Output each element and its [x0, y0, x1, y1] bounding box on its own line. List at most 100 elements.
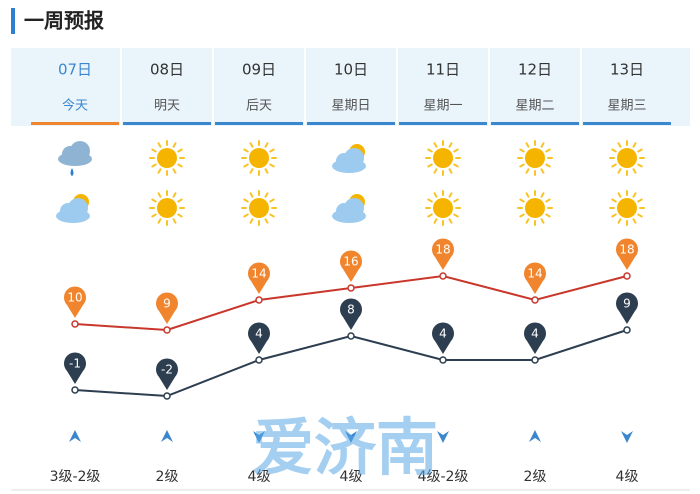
temperature-point	[347, 332, 355, 340]
day-underline	[123, 122, 211, 125]
sun-ray	[611, 213, 617, 218]
sun-ray	[617, 142, 622, 148]
sun-icon	[517, 190, 553, 226]
sun-ray	[545, 198, 551, 203]
wind-level: 2级	[524, 469, 547, 485]
sun-ray	[540, 218, 545, 224]
sun-ray	[269, 198, 275, 203]
sun-ray	[637, 148, 643, 153]
title-bar	[11, 8, 15, 34]
sun-ray	[637, 163, 643, 168]
sun-ray	[177, 198, 183, 203]
sun-ray	[519, 198, 525, 203]
wind-level: 4级	[248, 469, 271, 485]
sun-ray	[269, 163, 275, 168]
day-underline	[31, 122, 119, 125]
wind-level: 4级	[340, 469, 363, 485]
temperature-point	[71, 386, 79, 394]
temperature-label: 8	[347, 303, 355, 317]
wind-level: 4级	[616, 469, 639, 485]
sun-ray	[448, 218, 453, 224]
sun-ray	[519, 148, 525, 153]
partly-cloudy-icon	[56, 194, 90, 223]
day-weekday: 今天	[62, 98, 88, 114]
sun-ray	[172, 218, 177, 224]
sun-icon	[609, 190, 645, 226]
sun-ray	[519, 213, 525, 218]
temperature-point	[531, 356, 539, 364]
sun-ray	[243, 148, 249, 153]
sun-ray	[157, 192, 162, 198]
temperature-point	[623, 272, 631, 280]
sun-ray	[540, 192, 545, 198]
sun-ray	[632, 168, 637, 174]
day-underline	[583, 122, 671, 125]
title: 一周预报	[24, 9, 104, 33]
sun-disc	[249, 198, 269, 218]
sun-ray	[433, 192, 438, 198]
sun-disc	[617, 148, 637, 168]
sun-ray	[632, 142, 637, 148]
sun-ray	[632, 192, 637, 198]
sun-ray	[157, 142, 162, 148]
day-date: 13日	[610, 61, 644, 79]
sun-ray	[157, 218, 162, 224]
sun-ray	[427, 213, 433, 218]
sun-ray	[611, 198, 617, 203]
temperature-pin	[340, 298, 363, 330]
sun-icon	[425, 140, 461, 176]
temperature-pin	[524, 322, 546, 354]
day-date: 11日	[426, 61, 460, 79]
sun-disc	[617, 198, 637, 218]
temperature-label: 9	[163, 297, 171, 311]
wind-level: 2级	[156, 469, 179, 485]
temperature-pin	[432, 322, 454, 354]
wind-arrow	[621, 431, 633, 443]
day-weekday: 后天	[246, 99, 272, 114]
rain-icon	[58, 141, 92, 176]
sun-ray	[540, 168, 545, 174]
temperature-point	[531, 296, 539, 304]
sun-ray	[249, 142, 254, 148]
sun-ray	[151, 213, 157, 218]
sun-icon	[241, 140, 277, 176]
temperature-line	[74, 329, 628, 398]
sun-ray	[264, 142, 269, 148]
day-weekday: 明天	[154, 99, 180, 114]
sun-ray	[433, 218, 438, 224]
temperature-pin	[156, 292, 178, 324]
wind-arrow	[161, 430, 173, 442]
day-weekday: 星期一	[423, 99, 462, 114]
temperature-point	[71, 320, 79, 328]
sun-ray	[243, 198, 249, 203]
temperature-pin	[616, 238, 638, 270]
watermark: 爱济南	[252, 411, 438, 484]
temperature-point	[255, 356, 263, 364]
sun-ray	[448, 192, 453, 198]
day-date: 10日	[334, 61, 368, 79]
sun-ray	[611, 148, 617, 153]
sun-ray	[177, 163, 183, 168]
sun-disc	[157, 148, 177, 168]
sun-icon	[149, 140, 185, 176]
cloud-part	[68, 198, 88, 218]
day-date: 07日	[58, 61, 92, 79]
sun-ray	[540, 142, 545, 148]
temperature-point	[255, 296, 263, 304]
sun-ray	[611, 163, 617, 168]
wind-arrow	[69, 430, 81, 442]
temperature-label: 4	[255, 327, 263, 341]
temperature-label: 16	[343, 255, 358, 269]
cloud-part	[70, 141, 90, 161]
sun-ray	[249, 168, 254, 174]
day-underline	[491, 122, 579, 125]
sun-ray	[617, 218, 622, 224]
cloud-part	[344, 198, 364, 218]
sun-ray	[427, 163, 433, 168]
day-weekday: 星期日	[331, 99, 370, 114]
temperature-label: 18	[619, 243, 634, 257]
day-date: 08日	[150, 61, 184, 79]
sun-ray	[453, 213, 459, 218]
